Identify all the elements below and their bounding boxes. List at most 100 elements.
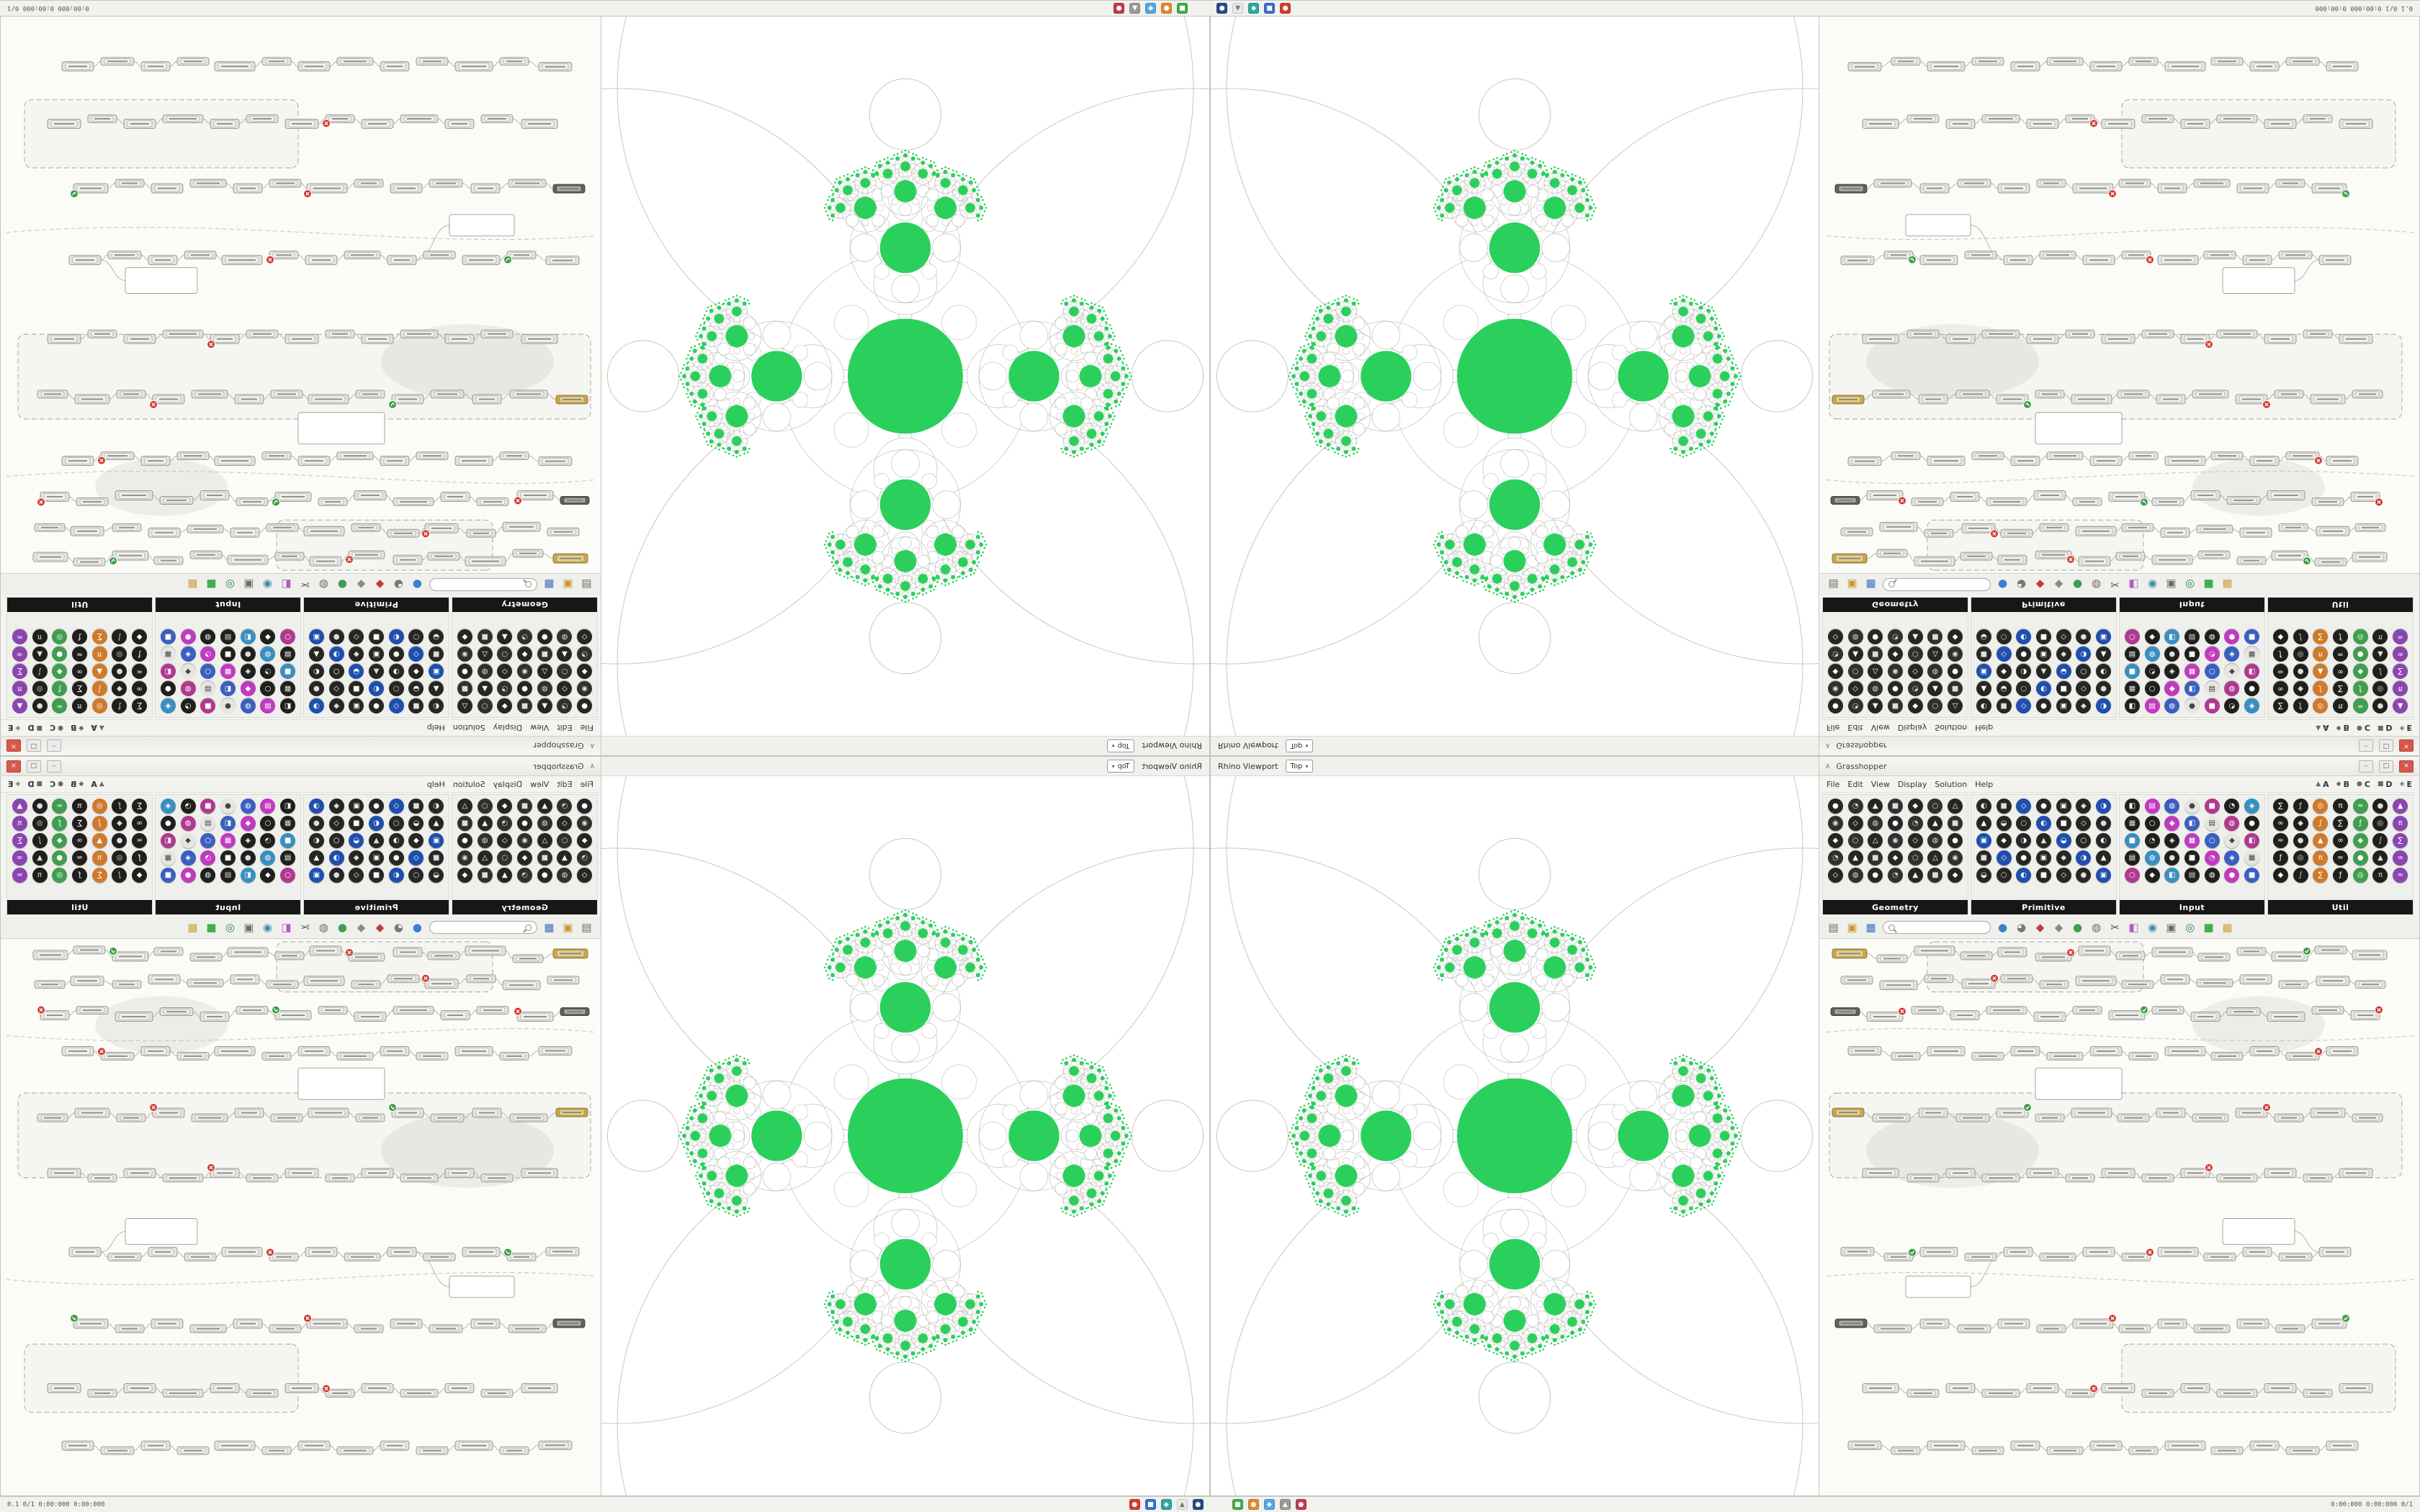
gh-node[interactable] bbox=[112, 523, 142, 532]
menu-view[interactable]: View bbox=[530, 723, 550, 733]
gh-node[interactable] bbox=[400, 1389, 439, 1398]
minimize-button[interactable]: – bbox=[47, 760, 61, 773]
gh-node[interactable] bbox=[233, 1318, 263, 1329]
component-icon[interactable]: ▲ bbox=[1927, 816, 1943, 831]
gh-node[interactable] bbox=[40, 491, 70, 502]
eye-icon[interactable]: ◉ bbox=[262, 578, 273, 592]
gh-node[interactable] bbox=[2326, 61, 2359, 72]
gh-node[interactable] bbox=[176, 1051, 210, 1061]
gh-node[interactable] bbox=[2275, 1324, 2305, 1333]
component-icon[interactable]: ○ bbox=[200, 833, 216, 848]
component-icon[interactable]: ● bbox=[2224, 629, 2240, 644]
gh-node[interactable] bbox=[1981, 1174, 2020, 1183]
app-crimson[interactable]: ● bbox=[1113, 3, 1125, 14]
ribbon-group-header[interactable]: Input bbox=[156, 900, 300, 914]
component-icon[interactable]: ◇ bbox=[388, 798, 404, 814]
gh-node[interactable] bbox=[306, 183, 348, 194]
component-icon[interactable]: ○ bbox=[260, 681, 276, 696]
component-icon[interactable]: ◇ bbox=[1996, 850, 2012, 865]
component-icon[interactable]: ▲ bbox=[477, 816, 493, 831]
gh-node[interactable] bbox=[1862, 1168, 1899, 1179]
component-icon[interactable]: π bbox=[2313, 647, 2329, 662]
gh-node[interactable] bbox=[1830, 1007, 1860, 1017]
component-icon[interactable]: ∫ bbox=[112, 629, 127, 644]
app-gray[interactable]: ▲ bbox=[1129, 3, 1141, 14]
component-icon[interactable]: ◆ bbox=[2293, 681, 2308, 696]
gh-node[interactable] bbox=[1873, 1324, 1912, 1333]
gh-node[interactable] bbox=[47, 333, 81, 344]
gh-node[interactable] bbox=[1997, 183, 2030, 194]
gh-node[interactable] bbox=[191, 1113, 228, 1122]
component-icon[interactable]: ◧ bbox=[2184, 816, 2200, 831]
component-icon[interactable]: ■ bbox=[220, 647, 236, 662]
scissors-icon[interactable]: ✂ bbox=[2110, 578, 2120, 592]
bake-icon[interactable]: ■ bbox=[206, 578, 217, 592]
component-icon[interactable]: ◇ bbox=[577, 868, 593, 883]
gh-node[interactable] bbox=[449, 214, 515, 237]
gh-node[interactable] bbox=[1832, 1107, 1865, 1117]
gh-node[interactable] bbox=[512, 549, 544, 558]
component-icon[interactable]: ● bbox=[388, 647, 404, 662]
gh-node[interactable] bbox=[2285, 57, 2320, 66]
component-icon[interactable]: ■ bbox=[2124, 833, 2140, 848]
gh-node[interactable] bbox=[76, 1006, 109, 1015]
gh-node[interactable] bbox=[1891, 451, 1921, 461]
gh-node[interactable] bbox=[1919, 1246, 1958, 1257]
wire-display-icon[interactable]: ◍ bbox=[2091, 578, 2102, 592]
gh-node[interactable] bbox=[151, 183, 184, 194]
gh-node[interactable] bbox=[552, 553, 588, 564]
gh-node[interactable] bbox=[269, 1324, 302, 1333]
gh-node[interactable] bbox=[2352, 552, 2388, 562]
component-icon[interactable]: ● bbox=[2372, 698, 2388, 714]
app-white[interactable]: ▲ bbox=[1232, 3, 1244, 14]
gh-node[interactable] bbox=[176, 57, 210, 66]
component-icon[interactable]: ◍ bbox=[1847, 629, 1863, 644]
gh-node[interactable] bbox=[1950, 491, 1980, 502]
gh-node[interactable] bbox=[303, 526, 345, 536]
component-icon[interactable]: ▲ bbox=[308, 647, 324, 662]
app-blue[interactable]: ■ bbox=[1264, 3, 1276, 14]
gh-node[interactable] bbox=[1927, 456, 1966, 467]
component-icon[interactable]: ● bbox=[388, 850, 404, 865]
component-icon[interactable]: π bbox=[2313, 850, 2329, 865]
gh-node[interactable] bbox=[87, 329, 117, 338]
gh-node[interactable] bbox=[1911, 1006, 1944, 1015]
gh-node[interactable] bbox=[2316, 526, 2350, 536]
component-icon[interactable]: ● bbox=[457, 664, 472, 679]
component-icon[interactable]: ◎ bbox=[2352, 868, 2368, 883]
menu-display[interactable]: Display bbox=[493, 779, 523, 789]
component-icon[interactable]: ○ bbox=[408, 868, 424, 883]
gh-node[interactable] bbox=[2318, 255, 2352, 266]
component-icon[interactable]: ○ bbox=[328, 664, 344, 679]
gh-node[interactable] bbox=[2071, 1107, 2112, 1118]
gh-node[interactable] bbox=[2101, 1168, 2136, 1179]
component-icon[interactable]: ● bbox=[112, 664, 127, 679]
component-icon[interactable]: ƒ bbox=[112, 698, 127, 714]
component-icon[interactable]: ≈ bbox=[2393, 868, 2408, 883]
component-icon[interactable]: ◇ bbox=[1907, 664, 1923, 679]
search-box[interactable] bbox=[1883, 578, 1991, 591]
component-icon[interactable]: ◆ bbox=[2224, 833, 2240, 848]
component-icon[interactable]: π bbox=[2372, 868, 2388, 883]
gh-node[interactable] bbox=[1981, 1389, 2020, 1398]
component-icon[interactable]: ○ bbox=[280, 868, 296, 883]
component-icon[interactable]: ▣ bbox=[2035, 647, 2051, 662]
app-red[interactable]: ● bbox=[1129, 1499, 1140, 1510]
component-icon[interactable]: ◑ bbox=[308, 798, 324, 814]
gh-node[interactable] bbox=[1862, 1383, 1899, 1394]
new-document-icon[interactable]: ▤ bbox=[1828, 920, 1839, 934]
gh-node[interactable] bbox=[560, 495, 590, 505]
fractal-viewport-canvas[interactable] bbox=[601, 17, 1209, 736]
gh-node[interactable] bbox=[1905, 1275, 1971, 1298]
component-icon[interactable]: ◉ bbox=[1948, 647, 1963, 662]
gh-node[interactable] bbox=[274, 552, 305, 561]
gh-node[interactable] bbox=[159, 1007, 194, 1017]
gh-node[interactable] bbox=[2180, 118, 2210, 129]
component-icon[interactable]: ● bbox=[1948, 833, 1963, 848]
gh-node[interactable] bbox=[297, 1045, 331, 1056]
gh-node[interactable] bbox=[140, 1045, 171, 1056]
gh-node[interactable] bbox=[2036, 1324, 2066, 1333]
component-icon[interactable]: ● bbox=[2035, 698, 2051, 714]
component-icon[interactable]: ◆ bbox=[1827, 833, 1843, 848]
component-icon[interactable]: ● bbox=[308, 681, 324, 696]
